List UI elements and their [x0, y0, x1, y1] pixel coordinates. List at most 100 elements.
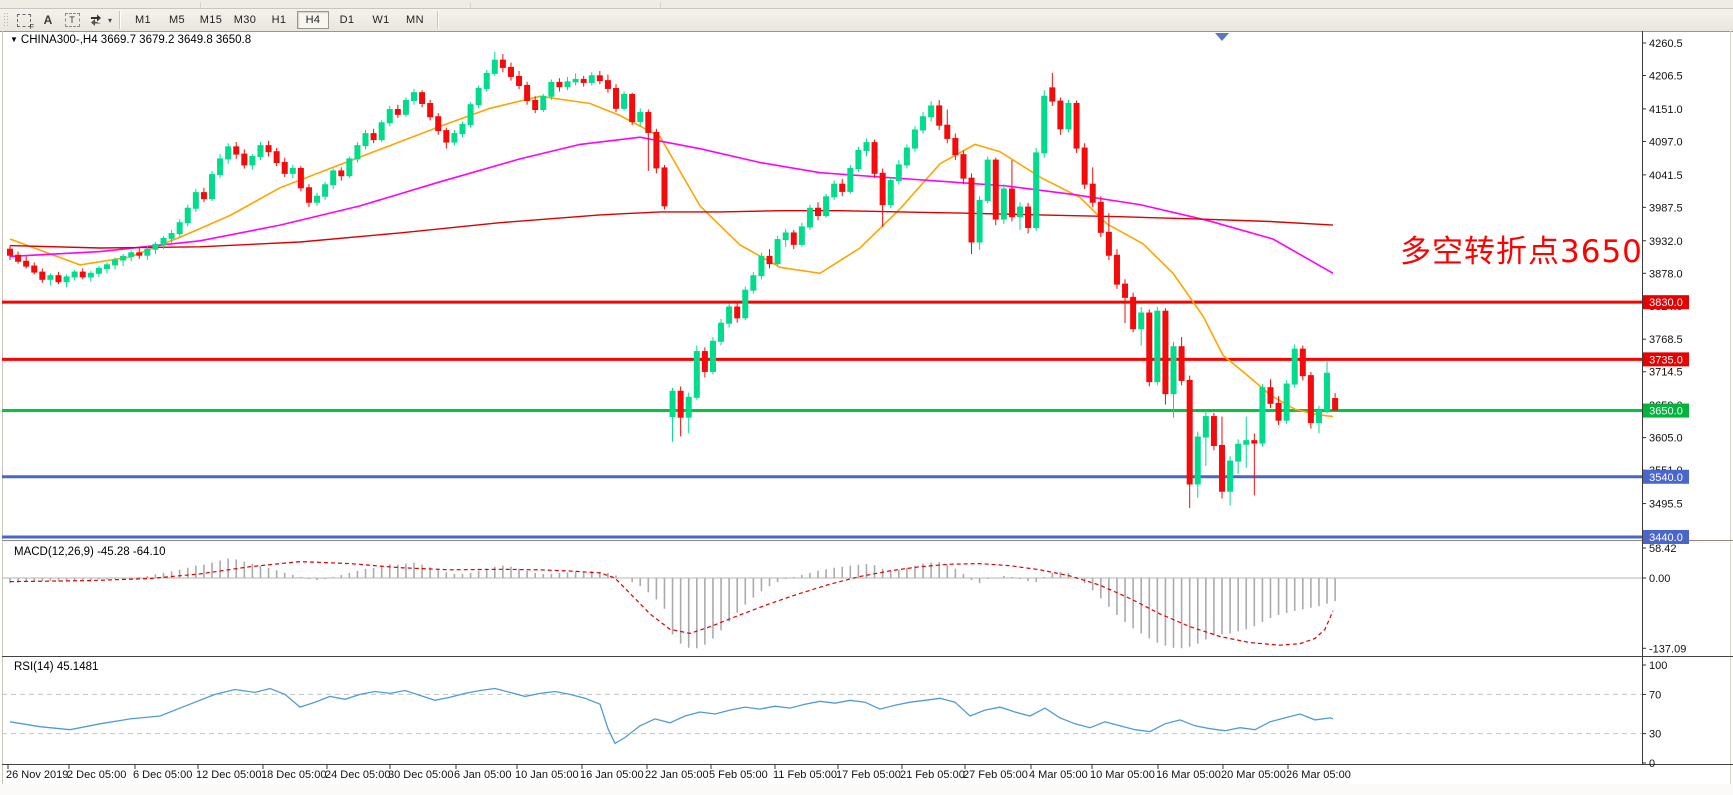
candle-body-up: [475, 87, 482, 106]
timeframe-button-h1[interactable]: H1: [271, 14, 287, 26]
candle-body-down: [1146, 312, 1153, 383]
candle-body-up: [1194, 436, 1201, 485]
candle-body-down: [766, 255, 773, 265]
time-axis-label: 21 Feb 05:00: [900, 769, 965, 781]
chart-annotation-text[interactable]: 多空转折点3650: [1400, 234, 1643, 270]
time-axis-label: 17 Feb 05:00: [836, 769, 901, 781]
candle-body-down: [200, 192, 207, 200]
timeframe-button-m5[interactable]: M5: [168, 14, 186, 26]
price-axis-label: 4097.0: [1649, 136, 1683, 148]
candle-body-down: [701, 351, 708, 372]
candle-body-up: [112, 259, 119, 266]
candle-body-down: [499, 59, 506, 68]
candle-body-down: [879, 172, 886, 206]
time-axis-label: 26 Mar 05:00: [1286, 769, 1351, 781]
timeframe-button-m30[interactable]: M30: [233, 14, 257, 26]
indicators-arrows-icon[interactable]: [86, 12, 106, 29]
candle-body-down: [233, 146, 240, 155]
candle-body-down: [580, 78, 587, 83]
candle-body-down: [815, 207, 821, 216]
price-badge-label: 3735.0: [1649, 354, 1683, 366]
candle-body-up: [1202, 416, 1209, 438]
candle-body-up: [669, 390, 676, 418]
candle-body-down: [7, 248, 13, 256]
candle-body-down: [613, 87, 619, 109]
price-axis-label: 3605.0: [1649, 433, 1683, 445]
candle-body-down: [370, 133, 377, 141]
timeframe-button-mn[interactable]: MN: [406, 14, 424, 26]
font-icon[interactable]: A: [43, 13, 53, 27]
candle-body-down: [136, 252, 143, 256]
time-axis-label: 10 Jan 05:00: [515, 769, 579, 781]
candle-body-up: [1291, 348, 1298, 385]
candle-body-down: [734, 306, 741, 319]
timeframe-button-d1[interactable]: D1: [339, 14, 355, 26]
candle-body-down: [1299, 348, 1306, 377]
candle-body-up: [103, 264, 110, 269]
ma-magenta-line: [9, 136, 1334, 274]
candle-body-up: [249, 155, 256, 166]
toolbar-grip-handle[interactable]: [3, 12, 8, 28]
candle-body-up: [362, 133, 369, 147]
macd-axis-label: -137.09: [1649, 643, 1686, 655]
candle-body-up: [217, 158, 224, 176]
candle-body-down: [305, 187, 312, 203]
candle-body-down: [645, 112, 652, 133]
candle-body-down: [1113, 254, 1120, 285]
price-badge-label: 3650.0: [1649, 406, 1683, 418]
candle-body-up: [1235, 443, 1242, 462]
price-axis-label: 4041.5: [1649, 170, 1683, 182]
candle-body-down: [1097, 201, 1104, 233]
candle-body-up: [168, 233, 175, 239]
timeframe-button-m15[interactable]: M15: [199, 14, 223, 26]
rsi-axis-label: 70: [1649, 689, 1661, 701]
candle-body-up: [1324, 372, 1331, 412]
candle-body-down: [1219, 444, 1225, 492]
toolbar-separator: [119, 11, 122, 29]
collapse-triangle-icon[interactable]: ▼: [10, 35, 18, 44]
candle-body-up: [895, 164, 902, 182]
candle-body-up: [831, 183, 838, 198]
candle-body-down: [992, 159, 999, 220]
candle-body-up: [726, 306, 733, 324]
dropdown-caret-icon[interactable]: ▾: [108, 15, 113, 25]
time-axis-label: 6 Dec 05:00: [133, 769, 192, 781]
candle-body-up: [402, 99, 409, 115]
candle-body-up: [823, 196, 830, 216]
candle-body-up: [71, 271, 78, 278]
candle-body-up: [984, 159, 991, 201]
candle-body-up: [176, 222, 183, 235]
candle-body-up: [1041, 95, 1048, 154]
candle-body-down: [1057, 100, 1064, 130]
text-label-icon[interactable]: T: [62, 12, 82, 29]
candle-body-up: [1170, 346, 1177, 395]
candle-body-up: [1154, 310, 1161, 383]
candle-body-up: [685, 396, 692, 418]
candle-body-up: [459, 124, 466, 135]
candle-body-up: [1243, 440, 1250, 445]
candle-body-up: [693, 351, 700, 398]
candle-body-down: [435, 116, 442, 132]
timeframe-button-w1[interactable]: W1: [372, 14, 390, 26]
price-badge-label: 3830.0: [1649, 297, 1683, 309]
timeframe-button-m1[interactable]: M1: [134, 14, 152, 26]
candle-body-down: [532, 99, 539, 111]
candle-body-down: [23, 260, 30, 267]
candle-body-up: [621, 93, 628, 109]
time-axis-label: 27 Feb 05:00: [963, 769, 1028, 781]
price-axis-label: 3768.5: [1649, 334, 1683, 346]
candle-body-up: [742, 289, 749, 319]
chart-symbol-title[interactable]: ▼ CHINA300-,H4 3669.7 3679.2 3649.8 3650.…: [10, 34, 251, 46]
macd-axis-label: 58.42: [1649, 543, 1677, 555]
candle-body-down: [427, 103, 434, 118]
candle-body-up: [1017, 206, 1023, 218]
timeframe-button-group: M1 M5 M15 M30 H1 H4 D1 W1 MN: [126, 11, 432, 29]
candle-body-down: [15, 254, 22, 262]
candle-body-down: [1307, 375, 1314, 424]
time-axis-label: 6 Jan 05:00: [454, 769, 512, 781]
marquee-select-icon[interactable]: F: [14, 12, 34, 31]
timeframe-button-h4[interactable]: H4: [297, 11, 330, 29]
price-badge-label: 3540.0: [1649, 472, 1683, 484]
candle-body-down: [265, 145, 272, 153]
